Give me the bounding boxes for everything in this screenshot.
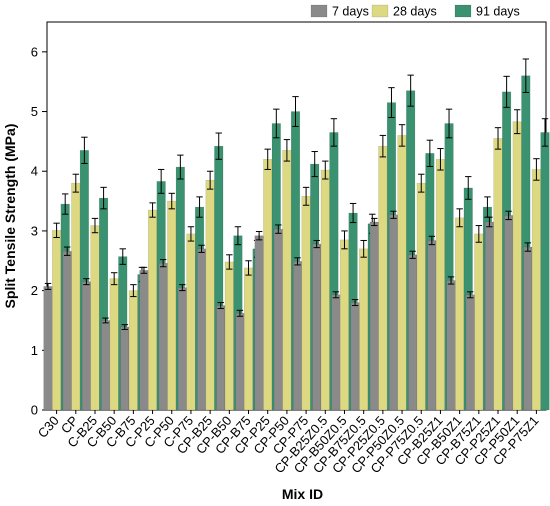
bar — [493, 138, 503, 411]
bar — [474, 233, 484, 411]
bar — [504, 215, 514, 411]
bar — [331, 294, 341, 411]
y-tick-label: 3 — [31, 223, 38, 238]
bar — [446, 280, 456, 411]
bar — [128, 290, 138, 411]
bar — [148, 209, 158, 411]
bar — [320, 169, 330, 411]
bar — [531, 169, 541, 411]
x-axis-title: Mix ID — [282, 486, 323, 502]
bar — [292, 261, 303, 411]
y-tick-label: 6 — [31, 44, 38, 59]
bar — [235, 313, 245, 411]
bar — [388, 214, 399, 411]
y-tick-label: 0 — [31, 403, 38, 418]
bar — [186, 233, 196, 411]
legend-label: 91 days — [476, 5, 520, 19]
bar — [282, 150, 292, 411]
bar — [216, 305, 226, 411]
bar — [52, 230, 62, 411]
bar — [109, 278, 119, 411]
bar — [339, 239, 350, 411]
bar — [378, 145, 388, 411]
bar — [484, 221, 494, 411]
bar — [62, 250, 72, 411]
legend: 7 days 28 days 91 days — [310, 4, 520, 19]
bar — [243, 267, 254, 411]
bar — [312, 243, 322, 411]
bar — [254, 235, 264, 411]
bar — [455, 217, 465, 411]
legend-label: 28 days — [393, 5, 437, 19]
y-tick-label: 2 — [31, 283, 38, 298]
bar — [139, 270, 149, 411]
bar — [512, 121, 522, 411]
legend-swatch — [454, 4, 472, 18]
bar — [435, 159, 445, 411]
bar — [397, 135, 407, 411]
legend-swatch — [310, 4, 328, 18]
y-tick-label: 4 — [31, 164, 38, 179]
plot-area: 0123456C30CPC-B25C-B50C-B75C-P25C-P50C-P… — [31, 21, 550, 476]
bar — [350, 302, 360, 411]
legend-label: 7 days — [332, 5, 369, 19]
bar — [359, 248, 369, 411]
y-tick-label: 5 — [31, 104, 38, 119]
bar — [43, 286, 53, 411]
bar — [408, 254, 418, 411]
bar — [205, 179, 215, 411]
bar — [416, 182, 426, 411]
bar — [101, 320, 111, 411]
bar — [158, 262, 168, 411]
bar — [81, 281, 91, 411]
bar — [177, 287, 187, 411]
bar — [465, 294, 475, 411]
bar — [196, 248, 207, 411]
bar — [273, 228, 283, 411]
bar — [71, 182, 81, 411]
bar — [120, 326, 130, 411]
bar — [369, 221, 379, 411]
y-axis-title: Split Tensile Strength (MPa) — [2, 124, 18, 309]
bar — [301, 196, 311, 411]
bar — [224, 261, 234, 411]
legend-swatch — [371, 4, 389, 18]
y-tick-label: 1 — [31, 343, 38, 358]
bar — [167, 200, 177, 411]
bar — [90, 225, 100, 411]
bar — [523, 246, 533, 411]
bar — [427, 240, 437, 411]
bar — [263, 159, 273, 411]
bar — [540, 132, 550, 411]
